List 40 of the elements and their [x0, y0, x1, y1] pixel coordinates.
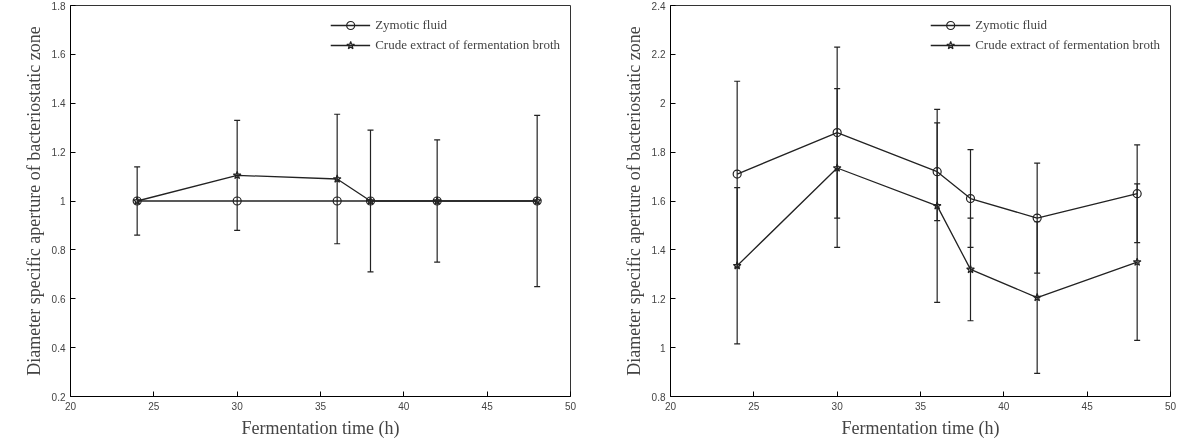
y-tick-label: 1.4 — [651, 244, 666, 256]
x-tick-label: 45 — [481, 400, 494, 412]
y-tick-label: 0.6 — [51, 293, 66, 305]
y-tick-label: 1 — [59, 196, 66, 207]
x-tick-label: 40 — [998, 400, 1010, 412]
x-tick-label: 20 — [664, 400, 677, 412]
x-axis-title: Fermentation time (h) — [841, 417, 1000, 439]
y-tick-label: 1.2 — [651, 293, 666, 305]
y-tick-label: 0.2 — [51, 391, 66, 403]
x-tick-label: 25 — [748, 400, 760, 412]
y-tick-label: 0.8 — [651, 391, 666, 403]
y-tick-label: 0.8 — [51, 244, 66, 256]
y-tick-label: 1.8 — [651, 147, 666, 159]
x-tick-label: 30 — [831, 400, 844, 412]
y-tick-label: 1.8 — [51, 0, 66, 12]
legend-label: Crude extract of fermentation broth — [975, 37, 1160, 53]
y-tick-label: 1 — [659, 342, 666, 354]
x-tick-label: 25 — [148, 400, 160, 412]
y-tick-label: 1.2 — [51, 147, 66, 159]
y-tick-label: 2.2 — [651, 49, 666, 61]
y-axis-title: Diameter specific aperture of bacteriostatic zone — [23, 26, 44, 376]
y-axis-title: Diameter specific aperture of bacteriostatic zone — [623, 26, 644, 376]
y-tick-label: 1.4 — [51, 98, 66, 110]
x-tick-label: 50 — [564, 400, 577, 412]
legend-label: Zymotic fluid — [375, 17, 448, 33]
x-tick-label: 30 — [231, 400, 244, 412]
x-tick-label: 35 — [914, 400, 927, 412]
x-tick-label: 40 — [398, 400, 410, 412]
y-tick-label: 0.4 — [51, 342, 66, 354]
y-tick-label: 2 — [659, 98, 666, 110]
x-tick-label: 50 — [1164, 400, 1177, 412]
x-tick-label: 20 — [64, 400, 77, 412]
legend-label: Crude extract of fermentation broth — [375, 37, 560, 53]
x-tick-label: 35 — [314, 400, 327, 412]
legend-label: Zymotic fluid — [975, 17, 1048, 33]
x-axis-title: Fermentation time (h) — [241, 417, 400, 439]
y-tick-label: 2.4 — [651, 0, 666, 12]
y-tick-label: 1.6 — [651, 196, 666, 207]
x-tick-label: 45 — [1081, 400, 1094, 412]
y-tick-label: 1.6 — [51, 49, 66, 61]
